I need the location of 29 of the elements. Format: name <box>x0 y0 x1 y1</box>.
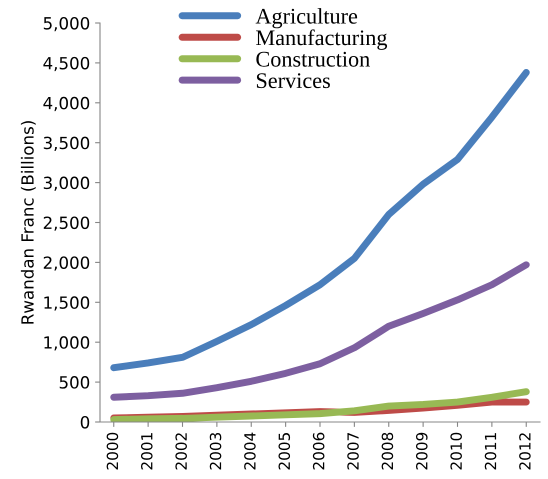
y-axis-title: Rwandan Franc (Billions) <box>20 121 36 324</box>
x-tick-label: 2012 <box>519 433 531 470</box>
x-tick-label: 2007 <box>347 433 359 470</box>
y-tick-label: 500 <box>60 376 90 389</box>
y-tick-label: 2,500 <box>44 216 90 231</box>
x-tick-label: 2010 <box>450 432 462 470</box>
legend-label: Construction <box>256 52 370 67</box>
y-tick-label: 3,000 <box>44 176 90 191</box>
y-tick-label: 5,000 <box>44 16 90 32</box>
y-tick-label: 1,500 <box>44 296 90 311</box>
x-tick-label: 2005 <box>278 433 290 470</box>
x-tick-label: 2011 <box>484 433 496 470</box>
y-tick-label: 2,000 <box>44 256 90 271</box>
x-tick-label: 2004 <box>244 432 256 470</box>
x-tick-label: 2008 <box>382 432 394 470</box>
x-tick-label: 2001 <box>141 433 153 470</box>
legend-label: Manufacturing <box>256 29 388 50</box>
legend-label: Agriculture <box>256 8 358 28</box>
x-tick-label: 2003 <box>210 432 222 470</box>
x-tick-label: 2009 <box>416 432 428 470</box>
y-tick-label: 3,500 <box>44 136 90 151</box>
y-tick-label: 4,000 <box>43 96 90 112</box>
y-tick-label: 4,500 <box>43 56 90 72</box>
legend-label: Services <box>256 73 330 88</box>
y-tick-label: 0 <box>80 416 90 429</box>
x-tick-label: 2002 <box>175 433 187 470</box>
x-tick-label: 2000 <box>106 432 118 470</box>
x-tick-label: 2006 <box>312 432 324 470</box>
y-tick-label: 1,000 <box>44 336 90 350</box>
